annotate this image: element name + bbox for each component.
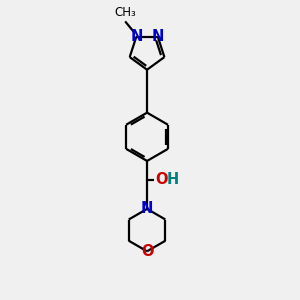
Text: N: N bbox=[152, 29, 164, 44]
Text: N: N bbox=[141, 201, 153, 216]
Text: N: N bbox=[130, 29, 142, 44]
Text: CH₃: CH₃ bbox=[114, 6, 136, 19]
Text: H: H bbox=[167, 172, 179, 187]
Text: O: O bbox=[141, 244, 153, 259]
Text: O: O bbox=[155, 172, 168, 187]
